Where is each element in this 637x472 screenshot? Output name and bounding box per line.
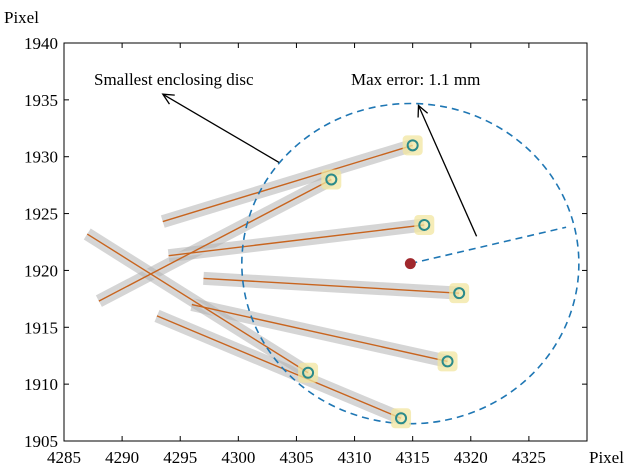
annotation-disc: Smallest enclosing disc — [94, 70, 254, 89]
y-tick-label-1920: 1920 — [24, 261, 58, 280]
marker-glow-1 — [402, 135, 423, 156]
marker-glow-4 — [449, 283, 470, 304]
annotation-error: Max error: 1.1 mm — [351, 70, 480, 89]
marker-3 — [418, 218, 431, 231]
x-tick-label-4315: 4315 — [396, 448, 430, 467]
marker-glow-7 — [391, 408, 412, 429]
y-tick-label-1925: 1925 — [24, 205, 58, 224]
x-tick-label-4300: 4300 — [221, 448, 255, 467]
annotation-arrow-error-shaft — [417, 105, 478, 237]
marker-glow-5 — [437, 351, 458, 372]
series-line-2 — [98, 178, 332, 302]
series-line-1 — [162, 144, 413, 223]
disc-radius — [410, 226, 567, 265]
y-tick-label-1930: 1930 — [24, 148, 58, 167]
x-tick-label-4285: 4285 — [47, 448, 81, 467]
marker-glow-3 — [414, 214, 435, 235]
y-axis-title: Pixel — [4, 8, 39, 27]
marker-4 — [453, 287, 466, 300]
marker-2 — [325, 173, 338, 186]
annotation-arrow-error-head — [417, 104, 429, 118]
series-line-4 — [203, 277, 460, 294]
y-tick-label-1905: 1905 — [24, 432, 58, 451]
marker-1 — [406, 139, 419, 152]
marker-5 — [441, 355, 454, 368]
series-line-5 — [191, 303, 448, 363]
x-tick-label-4310: 4310 — [338, 448, 372, 467]
x-tick-label-4320: 4320 — [454, 448, 488, 467]
y-tick-label-1935: 1935 — [24, 91, 58, 110]
series-line-3 — [168, 224, 425, 257]
y-tick-label-1940: 1940 — [24, 34, 58, 53]
lines-layer — [86, 144, 460, 419]
marker-glow-6 — [298, 362, 319, 383]
x-axis-title: Pixel — [589, 448, 624, 467]
y-tick-label-1910: 1910 — [24, 375, 58, 394]
series-line-6 — [156, 315, 402, 419]
x-tick-label-4290: 4290 — [105, 448, 139, 467]
series-line-7 — [86, 233, 309, 374]
annotation-arrow-disc-head — [161, 93, 175, 105]
x-tick-label-4325: 4325 — [512, 448, 546, 467]
x-tick-label-4295: 4295 — [163, 448, 197, 467]
marker-glow-2 — [321, 169, 342, 190]
x-tick-label-4305: 4305 — [279, 448, 313, 467]
marker-7 — [395, 412, 408, 425]
x-axis: 4285 4290 4295 4300 4305 4310 4315 4320 4325 — [47, 43, 546, 467]
marker-6 — [302, 366, 315, 379]
y-tick-label-1915: 1915 — [24, 318, 58, 337]
plot-frame — [63, 42, 588, 442]
y-axis: 1905 1910 1915 1920 1925 1930 1935 1940 — [24, 34, 587, 451]
disc-center-point — [404, 258, 416, 270]
markers-layer — [298, 135, 470, 429]
annotation-arrow-disc-shaft — [162, 93, 280, 163]
annotations-layer: Smallest enclosing disc Max error: 1.1 mm — [94, 70, 480, 237]
